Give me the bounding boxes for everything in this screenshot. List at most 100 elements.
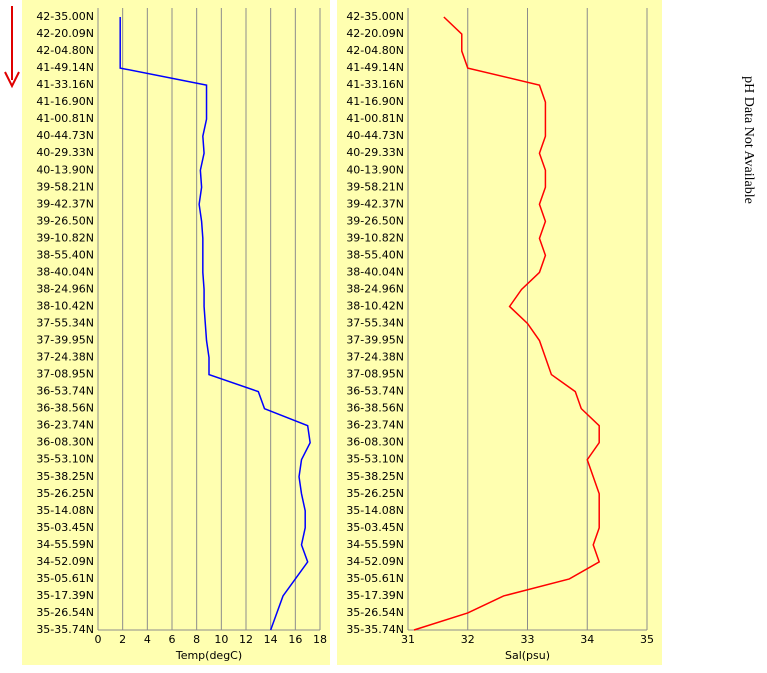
x-tick-label: 6: [169, 633, 176, 646]
y-tick-label: 35-38.25N: [346, 470, 404, 483]
y-tick-label: 35-03.45N: [36, 521, 94, 534]
y-tick-label: 41-00.81N: [346, 112, 404, 125]
y-tick-label: 42-04.80N: [346, 44, 404, 57]
y-tick-label: 35-35.74N: [346, 623, 404, 636]
annotation: pH Data Not Available: [741, 76, 756, 204]
y-tick-label: 37-24.38N: [36, 351, 94, 364]
y-tick-label: 41-16.90N: [36, 95, 94, 108]
y-tick-label: 38-24.96N: [36, 282, 94, 295]
x-tick-label: 12: [239, 633, 253, 646]
y-tick-label: 39-58.21N: [346, 180, 404, 193]
y-tick-label: 34-52.09N: [346, 555, 404, 568]
y-tick-label: 35-14.08N: [36, 504, 94, 517]
x-axis-title: Temp(degC): [175, 649, 242, 662]
y-tick-label: 39-58.21N: [36, 180, 94, 193]
y-tick-label: 40-13.90N: [36, 163, 94, 176]
y-tick-label: 41-33.16N: [346, 78, 404, 91]
y-tick-label: 40-29.33N: [346, 146, 404, 159]
data-line: [413, 16, 601, 631]
y-tick-label: 35-17.39N: [36, 589, 94, 602]
data-line: [119, 17, 311, 631]
arrow-head: [4, 71, 20, 89]
y-tick-label: 41-00.81N: [36, 112, 94, 125]
y-tick-label: 36-53.74N: [36, 385, 94, 398]
y-tick-label: 39-26.50N: [36, 214, 94, 227]
y-tick-label: 42-35.00N: [346, 10, 404, 23]
x-tick-label: 31: [401, 633, 415, 646]
y-tick-label: 36-38.56N: [36, 402, 94, 415]
y-tick-label: 39-26.50N: [346, 214, 404, 227]
y-tick-label: 39-42.37N: [346, 197, 404, 210]
x-tick-label: 2: [119, 633, 126, 646]
x-tick-label: 34: [580, 633, 594, 646]
y-tick-label: 38-40.04N: [346, 265, 404, 278]
x-tick-label: 35: [640, 633, 654, 646]
y-tick-label: 37-39.95N: [346, 334, 404, 347]
y-tick-label: 36-38.56N: [346, 402, 404, 415]
y-tick-label: 37-39.95N: [36, 334, 94, 347]
y-tick-label: 38-10.42N: [36, 299, 94, 312]
y-tick-label: 42-20.09N: [36, 27, 94, 40]
y-tick-label: 35-26.54N: [346, 606, 404, 619]
y-tick-label: 35-53.10N: [346, 453, 404, 466]
y-tick-label: 41-49.14N: [36, 61, 94, 74]
y-tick-label: 36-08.30N: [36, 436, 94, 449]
y-tick-label: 35-14.08N: [346, 504, 404, 517]
y-tick-label: 37-55.34N: [346, 317, 404, 330]
y-tick-label: 34-52.09N: [36, 555, 94, 568]
y-tick-label: 35-26.54N: [36, 606, 94, 619]
y-tick-label: 38-55.40N: [346, 248, 404, 261]
x-tick-label: 32: [461, 633, 475, 646]
y-tick-label: 37-55.34N: [36, 317, 94, 330]
y-tick-label: 35-17.39N: [346, 589, 404, 602]
y-tick-label: 42-20.09N: [346, 27, 404, 40]
x-tick-label: 18: [313, 633, 327, 646]
y-tick-label: 40-13.90N: [346, 163, 404, 176]
y-tick-label: 34-55.59N: [36, 538, 94, 551]
y-tick-label: 41-49.14N: [346, 61, 404, 74]
y-tick-label: 38-10.42N: [346, 299, 404, 312]
y-tick-label: 37-08.95N: [36, 368, 94, 381]
y-tick-label: 36-23.74N: [346, 419, 404, 432]
y-tick-label: 41-16.90N: [346, 95, 404, 108]
y-tick-label: 39-42.37N: [36, 197, 94, 210]
y-tick-label: 40-29.33N: [36, 146, 94, 159]
y-tick-label: 35-05.61N: [36, 572, 94, 585]
panel-background: [22, 0, 330, 665]
y-tick-label: 39-10.82N: [346, 231, 404, 244]
y-tick-label: 35-38.25N: [36, 470, 94, 483]
y-tick-label: 36-08.30N: [346, 436, 404, 449]
y-tick-label: 35-53.10N: [36, 453, 94, 466]
x-axis-title: Sal(psu): [505, 649, 550, 662]
panel: 0 2 4 6 8 10 12 14 16 18 42-35.00N 42-20.09N 42-04.8…: [22, 0, 330, 665]
x-tick-label: 0: [95, 633, 102, 646]
y-tick-label: 40-44.73N: [36, 129, 94, 142]
y-tick-label: 41-33.16N: [36, 78, 94, 91]
y-tick-label: 40-44.73N: [346, 129, 404, 142]
y-tick-label: 36-23.74N: [36, 419, 94, 432]
y-tick-label: 42-35.00N: [36, 10, 94, 23]
y-tick-label: 35-35.74N: [36, 623, 94, 636]
y-tick-label: 42-04.80N: [36, 44, 94, 57]
y-tick-label: 38-24.96N: [346, 282, 404, 295]
y-tick-label: 34-55.59N: [346, 538, 404, 551]
y-tick-label: 35-26.25N: [346, 487, 404, 500]
y-tick-label: 38-40.04N: [36, 265, 94, 278]
y-tick-label: 35-03.45N: [346, 521, 404, 534]
y-tick-label: 37-08.95N: [346, 368, 404, 381]
panel: 31 32 33 34 35 42-35.00N 42-20.09N 42-04.80N 41-…: [337, 0, 662, 665]
y-tick-label: 38-55.40N: [36, 248, 94, 261]
x-tick-label: 16: [288, 633, 302, 646]
y-tick-label: 35-05.61N: [346, 572, 404, 585]
y-tick-label: 36-53.74N: [346, 385, 404, 398]
x-tick-label: 4: [144, 633, 151, 646]
panel-background: [337, 0, 662, 665]
x-tick-label: 8: [193, 633, 200, 646]
x-tick-label: 33: [521, 633, 535, 646]
y-tick-label: 39-10.82N: [36, 231, 94, 244]
x-tick-label: 14: [264, 633, 278, 646]
x-tick-label: 10: [214, 633, 228, 646]
y-tick-label: 35-26.25N: [36, 487, 94, 500]
y-tick-label: 37-24.38N: [346, 351, 404, 364]
